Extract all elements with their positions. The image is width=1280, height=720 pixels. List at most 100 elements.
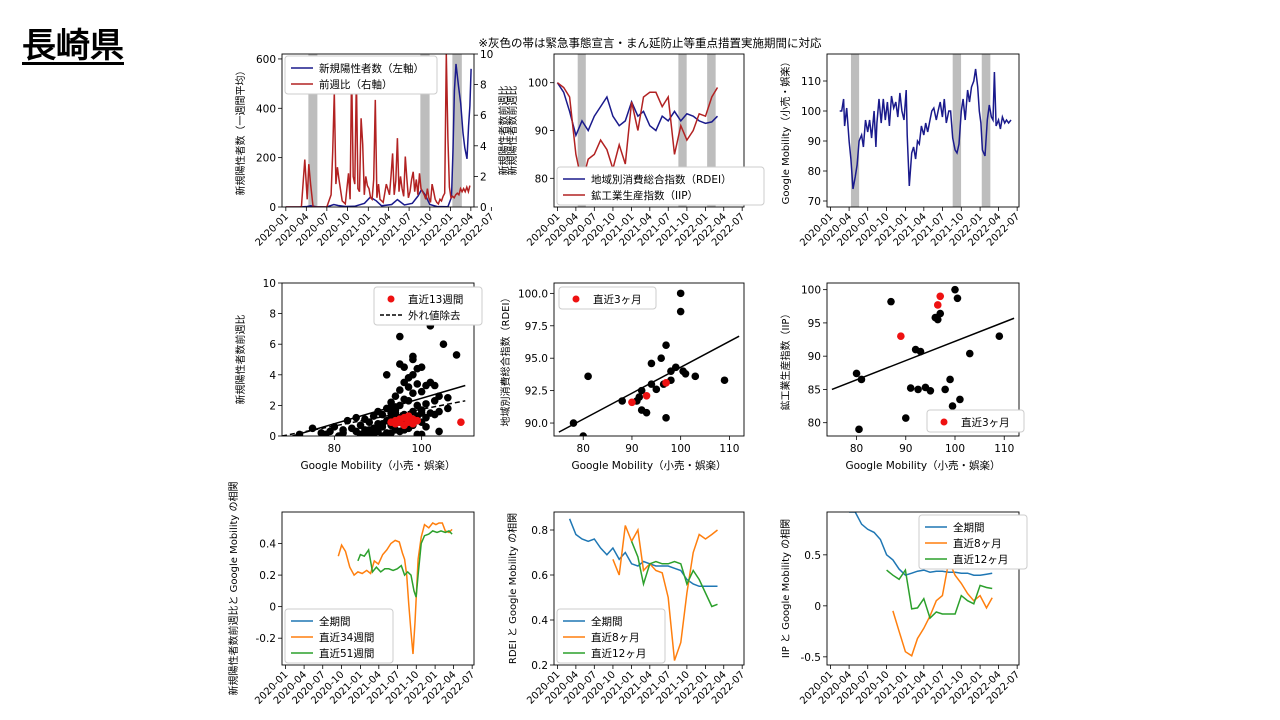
scatter-point [901,414,910,422]
y-tick-label: 90 [535,126,548,138]
plot-frame [281,282,475,437]
series-line-地域別消費総合指数（RDEI） [556,82,719,138]
scatter-point [404,383,413,391]
y-tick-label: 10 [263,278,276,290]
series-line-全期間 [849,512,993,577]
x-axis-label: Google Mobility（小売・娯楽） [845,459,1000,472]
series-line-直近12ヶ月 [886,568,993,620]
legend [556,166,765,206]
scatter-point [365,418,374,427]
scatter-point-recent [642,392,651,400]
y-axis-label: IIP と Google Mobility の相関 [779,519,792,658]
scatter-point [948,402,957,410]
y-tick-label: 0.4 [531,615,548,627]
scatter-point [361,429,369,436]
chart-p1: 020040060002468102020-012020-042020-0720… [234,49,510,249]
x-tick-label: 80 [328,443,341,455]
x-tick-label: 100 [945,443,965,455]
plot-frame [826,53,1020,208]
legend [918,514,1028,570]
scatter-point [417,409,426,417]
plot-frame [826,282,1020,437]
y2-tick-label: 8 [480,80,487,92]
legend-label: 前週比（右軸） [319,78,393,91]
y-tick-label: -0.2 [256,633,277,645]
legend-label: 直近12ヶ月 [953,553,1008,566]
scatter-point [391,392,400,401]
legend-label: 直近8ヶ月 [953,537,1002,550]
shade-band [952,54,962,207]
scatter-point [378,419,387,428]
scatter-point [657,354,665,363]
y-tick-label: 0.2 [531,660,548,672]
shade-band [707,54,716,207]
y-axis-label: 鉱工業生産指数（IIP） [779,309,792,411]
scatter-point [435,407,443,416]
y-axis-label: 地域別消費総合指数（RDEI） [499,293,512,427]
scatter-point-recent [936,292,945,301]
scatter-point [926,386,935,395]
series-line-直近34週間 [337,522,453,655]
scatter-point-recent [457,418,465,427]
y-axis-label: 新規陽性者数（一週間平均） [234,66,247,196]
scatter-point [413,364,422,373]
x-tick-label: 90 [899,443,912,455]
y-tick-label: 0 [269,602,276,614]
fit-line [558,335,740,433]
y-tick-label: 100.0 [518,288,548,300]
legend-marker [387,295,395,303]
scatter-point [953,294,962,303]
plot-area [282,322,466,436]
y-tick-label: 90 [808,351,821,363]
y-tick-label: -0.5 [801,652,822,664]
chart-p2: 80901002020-012020-042020-072020-102021-… [506,53,765,249]
scatter-point [647,359,656,368]
x-tick-label: 80 [850,443,863,455]
chart-p3: 7080901001102020-012020-042020-072020-10… [779,53,1022,249]
plot-frame [281,511,475,666]
y-tick-label: 95.0 [525,353,548,365]
scatter-point [720,376,729,385]
fit-line [831,317,1015,391]
fit-line [289,384,466,436]
scatter-point [387,429,395,436]
scatter-point [422,400,430,408]
plot-frame [553,282,745,437]
series-line-直近51週間 [357,530,453,598]
legend [284,608,394,664]
y-tick-label: 0 [814,601,821,613]
y-tick-label: 100 [528,78,548,90]
y-tick-label: 80 [808,418,821,430]
legend-label: 直近8ヶ月 [591,631,640,644]
scatter-point [936,309,945,318]
series-line-直近8ヶ月 [612,525,718,661]
plot-area [558,289,740,436]
y-axis-label: 新規陽性者数前週比 [234,315,247,405]
scatter-point [396,386,404,394]
scatter-point [439,340,448,349]
scatter-point [417,387,426,396]
scatter-point [422,423,430,431]
legend-label: 直近3ヶ月 [961,416,1010,429]
legend-label: 直近51週間 [319,647,374,660]
plot-area [337,522,453,655]
scatter-point [676,289,685,298]
y-tick-label: 0.8 [531,525,548,537]
y-tick-label: 110 [801,76,821,88]
plot-frame [826,511,1020,666]
y2-tick-label: 10 [480,49,493,61]
y-tick-label: 85 [808,384,821,396]
x-tick-label: 100 [412,443,432,455]
scatter-point [914,385,922,394]
x-axis-label: Google Mobility（小売・娯楽） [300,459,455,472]
legend-label: 直近12ヶ月 [591,647,646,660]
y-tick-label: 0.2 [259,570,276,582]
legend-label: 直近34週間 [319,631,374,644]
scatter-point [435,427,443,436]
scatter-point [941,385,949,394]
scatter-point [855,425,863,434]
scatter-point [409,355,417,364]
scatter-point [652,385,661,394]
legend [926,409,1025,433]
scatter-point [946,375,954,384]
